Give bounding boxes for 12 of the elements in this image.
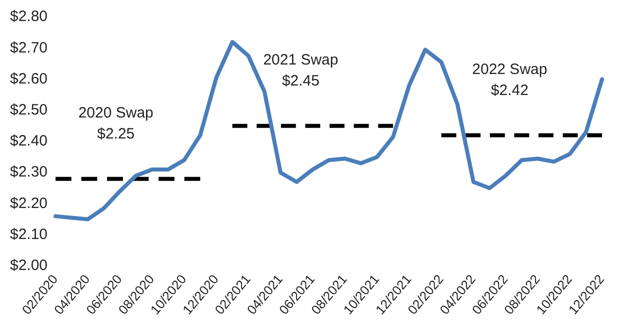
y-tick-label: $2.30	[10, 164, 48, 181]
y-tick-label: $2.80	[10, 8, 48, 26]
y-tick-label: $2.70	[10, 39, 48, 56]
annotation: 2021 Swap $2.45	[263, 52, 338, 90]
y-tick-label: $2.10	[10, 226, 48, 243]
y-tick-label: $2.00	[10, 257, 48, 274]
annotation: 2022 Swap $2.42	[472, 60, 548, 99]
y-tick-label: $2.40	[10, 132, 48, 150]
annotation: 2020 Swap $2.25	[78, 104, 154, 142]
y-tick-label: $2.50	[10, 102, 48, 119]
y-tick-label: $2.20	[10, 194, 48, 212]
y-tick-label: $2.60	[10, 70, 48, 88]
